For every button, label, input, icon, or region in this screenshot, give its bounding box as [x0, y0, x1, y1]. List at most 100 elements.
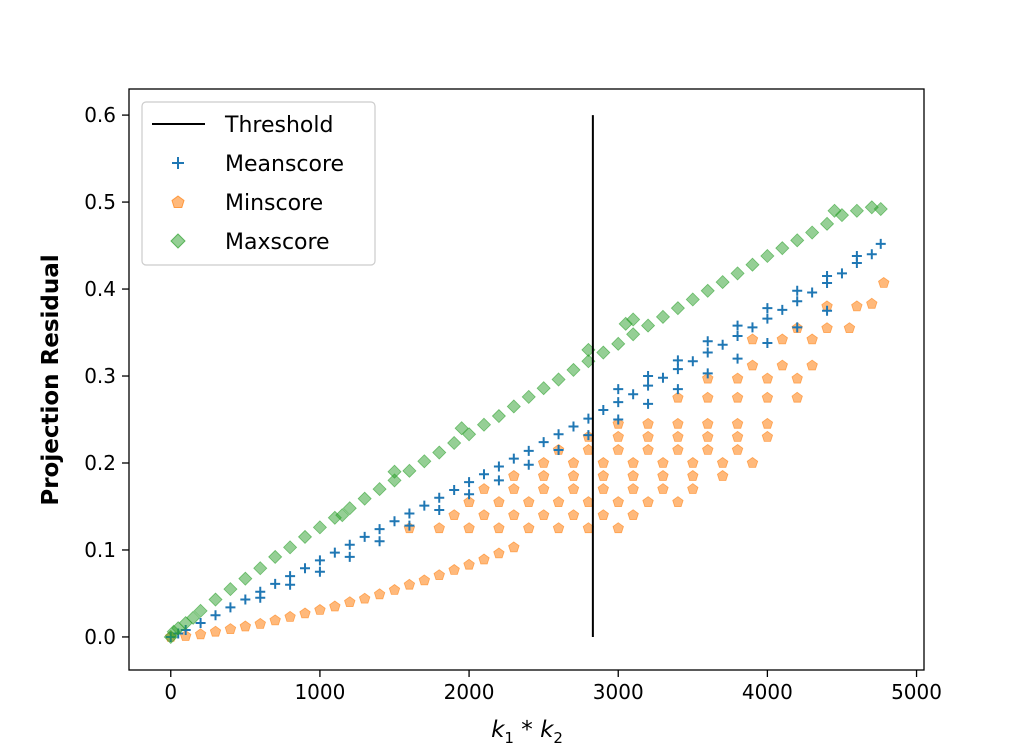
- maxscore-point: [454, 421, 469, 436]
- maxscore-point: [618, 316, 633, 331]
- meanscore-point: [493, 461, 504, 472]
- meanscore-point: [875, 238, 886, 249]
- meanscore-point: [822, 270, 833, 281]
- meanscore-point: [553, 429, 564, 440]
- legend: Threshold Meanscore Minscore Maxscore: [141, 101, 376, 266]
- legend-box: [141, 101, 376, 266]
- maxscore-point: [402, 463, 417, 478]
- minscore-point: [761, 372, 774, 384]
- maxscore-point: [238, 571, 253, 586]
- meanscore-point: [672, 384, 683, 395]
- legend-meanscore-swatch: [172, 157, 184, 169]
- minscore-point: [314, 604, 326, 615]
- maxscore-point: [506, 399, 521, 414]
- minscore-point: [597, 470, 609, 481]
- minscore-point: [567, 470, 580, 481]
- minscore-point: [716, 470, 729, 481]
- series-minscore: [165, 277, 890, 642]
- minscore-point: [478, 483, 490, 494]
- minscore-point: [612, 496, 624, 508]
- maxscore-point: [819, 216, 835, 231]
- x-tick-label: 1000: [294, 680, 345, 704]
- minscore-point: [612, 444, 624, 455]
- meanscore-point: [374, 536, 385, 547]
- x-tick-label: 0: [164, 680, 177, 704]
- meanscore-point: [762, 337, 773, 348]
- meanscore-point: [389, 516, 400, 527]
- minscore-point: [537, 483, 550, 494]
- maxscore-point: [186, 610, 201, 625]
- minscore-point: [702, 417, 714, 429]
- meanscore-point: [464, 477, 475, 488]
- minscore-point: [463, 558, 475, 570]
- meanscore-point: [225, 602, 236, 613]
- meanscore-point: [344, 551, 355, 562]
- maxscore-point: [827, 203, 842, 218]
- minscore-point: [194, 628, 207, 640]
- meanscore-point: [822, 305, 833, 316]
- minscore-point: [791, 372, 803, 384]
- maxscore-point: [372, 482, 387, 497]
- x-axis-label: k1 * k2: [491, 717, 563, 747]
- minscore-point: [731, 430, 744, 442]
- minscore-point: [478, 553, 490, 565]
- legend-minscore-swatch: [171, 195, 185, 208]
- minscore-point: [269, 614, 281, 626]
- legend-maxscore-swatch: [170, 233, 186, 249]
- minscore-point: [687, 457, 699, 468]
- meanscore-point: [643, 380, 654, 391]
- meanscore-point: [404, 508, 415, 519]
- meanscore-point: [777, 304, 788, 315]
- meanscore-point: [493, 475, 504, 486]
- minscore-point: [284, 610, 296, 622]
- minscore-point: [761, 430, 774, 442]
- minscore-point: [567, 483, 580, 494]
- legend-maxscore-label: Maxscore: [225, 230, 330, 255]
- minscore-point: [597, 509, 609, 520]
- maxscore-point: [655, 309, 671, 324]
- meanscore-point: [419, 500, 430, 511]
- meanscore-point: [702, 336, 713, 347]
- meanscore-point: [613, 384, 624, 395]
- minscore-point: [597, 457, 609, 468]
- minscore-point: [567, 509, 580, 520]
- minscore-point: [672, 417, 684, 429]
- meanscore-point: [672, 364, 683, 375]
- minscore-point: [731, 417, 744, 429]
- minscore-point: [463, 496, 475, 508]
- minscore-point: [552, 522, 565, 534]
- y-axis: 0.0 0.1 0.2 0.3 0.4 0.5 0.6: [84, 103, 129, 649]
- minscore-point: [702, 444, 714, 455]
- minscore-point: [761, 417, 774, 429]
- minscore-point: [448, 509, 460, 520]
- minscore-point: [567, 457, 580, 468]
- maxscore-point: [387, 473, 402, 488]
- meanscore-point: [672, 355, 683, 366]
- maxscore-point: [476, 417, 492, 432]
- maxscore-point: [432, 445, 447, 460]
- maxscore-point: [849, 203, 864, 218]
- minscore-point: [627, 457, 639, 468]
- meanscore-point: [643, 398, 654, 409]
- minscore-point: [508, 541, 520, 553]
- maxscore-point: [283, 540, 298, 555]
- meanscore-point: [717, 339, 728, 350]
- minscore-point: [224, 623, 237, 634]
- meanscore-point: [702, 368, 713, 379]
- maxscore-point: [551, 372, 566, 387]
- meanscore-point: [613, 397, 624, 408]
- minscore-point: [254, 617, 266, 629]
- maxscore-point: [566, 362, 581, 377]
- meanscore-point: [464, 489, 475, 500]
- meanscore-point: [553, 444, 564, 455]
- minscore-point: [716, 457, 729, 468]
- meanscore-point: [792, 285, 803, 296]
- meanscore-point: [359, 531, 370, 542]
- maxscore-point: [193, 603, 208, 618]
- minscore-point: [746, 457, 759, 468]
- meanscore-point: [210, 610, 221, 621]
- meanscore-point: [434, 504, 445, 515]
- minscore-point: [612, 522, 624, 534]
- meanscore-point: [583, 430, 594, 441]
- maxscore-point: [297, 529, 313, 544]
